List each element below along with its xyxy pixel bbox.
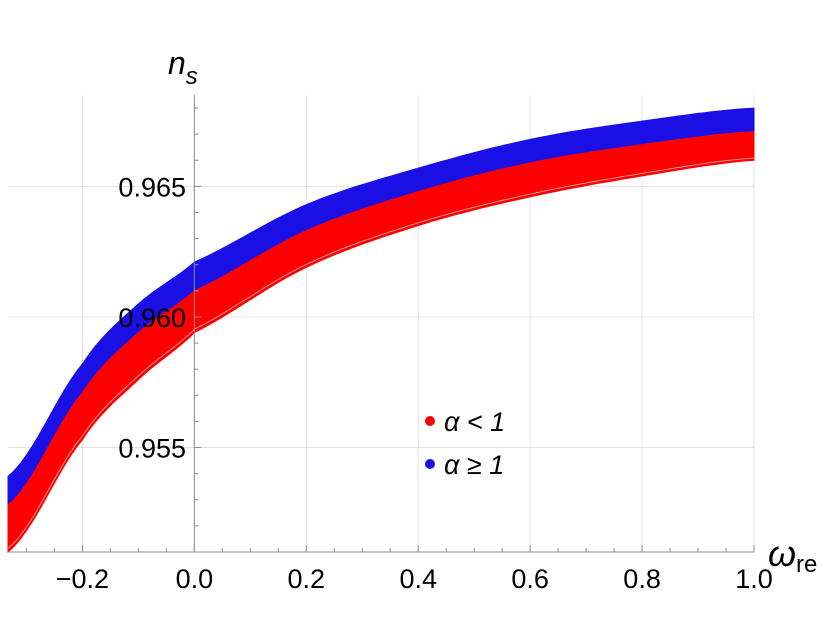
x-tick-label-2: 0.2: [288, 564, 326, 594]
x-axis-label: ωre: [768, 533, 817, 578]
data-bands: [7, 107, 755, 554]
legend: α < 1 α ≥ 1: [425, 407, 505, 480]
x-tick-label-3: 0.4: [399, 564, 437, 594]
y-axis-label-main: n: [168, 45, 186, 81]
legend-label-alpha-less-1: α < 1: [444, 407, 505, 437]
x-tick-label-0: −0.2: [56, 564, 109, 594]
x-axis-label-main: ω: [768, 533, 796, 574]
legend-label-alpha-geq-1: α ≥ 1: [444, 450, 504, 480]
x-tick-label-1: 0.0: [176, 564, 214, 594]
y-tick-label-1: 0.960: [118, 303, 186, 333]
x-tick-label-5: 0.8: [623, 564, 661, 594]
y-tick-label-2: 0.965: [118, 172, 186, 202]
x-tick-labels: −0.2 0.0 0.2 0.4 0.6 0.8 1.0: [56, 564, 773, 594]
minor-ticks: [25, 107, 755, 552]
y-tick-labels: 0.955 0.960 0.965: [118, 172, 186, 463]
x-tick-label-6: 1.0: [735, 564, 773, 594]
axes: [8, 95, 754, 553]
legend-marker-alpha-less-1: [425, 416, 435, 426]
y-tick-label-0: 0.955: [118, 434, 186, 464]
x-tick-label-4: 0.6: [511, 564, 549, 594]
band-texture-line-0: [7, 157, 755, 549]
x-axis-label-subscript: re: [796, 551, 817, 578]
band-alpha-less-1: [7, 131, 755, 554]
y-axis-label: ns: [168, 45, 198, 90]
y-axis-label-subscript: s: [186, 63, 198, 90]
legend-marker-alpha-geq-1: [425, 459, 435, 469]
